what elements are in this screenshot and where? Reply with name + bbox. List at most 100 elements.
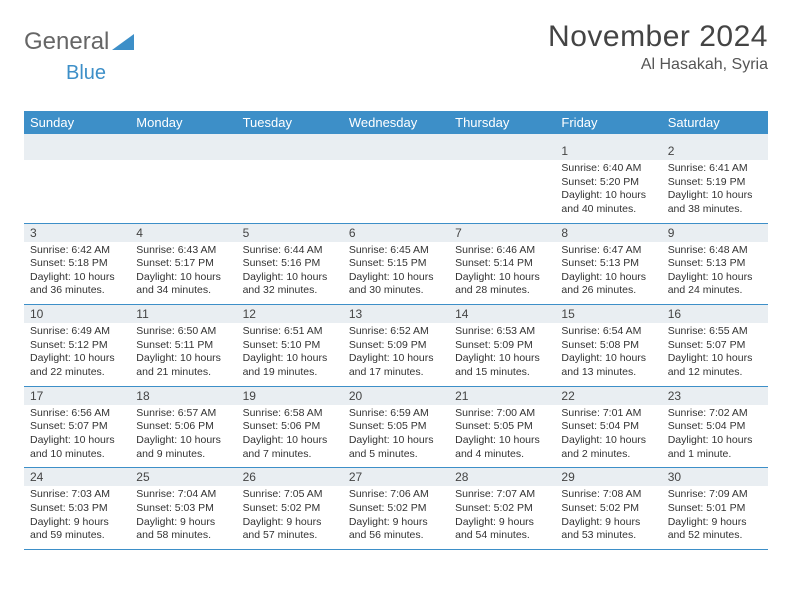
day-info: Sunrise: 6:47 AMSunset: 5:13 PMDaylight:… bbox=[555, 242, 661, 305]
calendar-cell bbox=[343, 142, 449, 223]
sunrise-text: Sunrise: 6:56 AM bbox=[30, 407, 124, 421]
calendar-cell bbox=[24, 142, 130, 223]
day-info: Sunrise: 7:06 AMSunset: 5:02 PMDaylight:… bbox=[343, 486, 449, 549]
sunset-text: Sunset: 5:15 PM bbox=[349, 257, 443, 271]
col-friday: Friday bbox=[555, 111, 661, 134]
day-info: Sunrise: 6:44 AMSunset: 5:16 PMDaylight:… bbox=[237, 242, 343, 305]
col-monday: Monday bbox=[130, 111, 236, 134]
header-spacer bbox=[24, 134, 768, 142]
sunrise-text: Sunrise: 7:05 AM bbox=[243, 488, 337, 502]
sunset-text: Sunset: 5:10 PM bbox=[243, 339, 337, 353]
sunrise-text: Sunrise: 6:49 AM bbox=[30, 325, 124, 339]
day-info: Sunrise: 6:58 AMSunset: 5:06 PMDaylight:… bbox=[237, 405, 343, 468]
sunset-text: Sunset: 5:07 PM bbox=[30, 420, 124, 434]
day-info: Sunrise: 6:54 AMSunset: 5:08 PMDaylight:… bbox=[555, 323, 661, 386]
day-number: 1 bbox=[555, 142, 661, 160]
day-number: 21 bbox=[449, 387, 555, 405]
calendar-cell: 11Sunrise: 6:50 AMSunset: 5:11 PMDayligh… bbox=[130, 305, 236, 387]
daylight-text: Daylight: 10 hours and 2 minutes. bbox=[561, 434, 655, 461]
sunrise-text: Sunrise: 6:44 AM bbox=[243, 244, 337, 258]
day-number: 6 bbox=[343, 224, 449, 242]
calendar-cell: 21Sunrise: 7:00 AMSunset: 5:05 PMDayligh… bbox=[449, 386, 555, 468]
day-number-empty bbox=[449, 142, 555, 160]
calendar-cell: 18Sunrise: 6:57 AMSunset: 5:06 PMDayligh… bbox=[130, 386, 236, 468]
brand-part1: General bbox=[24, 28, 109, 56]
calendar-cell: 3Sunrise: 6:42 AMSunset: 5:18 PMDaylight… bbox=[24, 223, 130, 305]
sunset-text: Sunset: 5:01 PM bbox=[668, 502, 762, 516]
daylight-text: Daylight: 10 hours and 19 minutes. bbox=[243, 352, 337, 379]
sunset-text: Sunset: 5:06 PM bbox=[243, 420, 337, 434]
day-number: 5 bbox=[237, 224, 343, 242]
sunset-text: Sunset: 5:05 PM bbox=[455, 420, 549, 434]
day-info: Sunrise: 7:00 AMSunset: 5:05 PMDaylight:… bbox=[449, 405, 555, 468]
sunrise-text: Sunrise: 6:40 AM bbox=[561, 162, 655, 176]
calendar-cell: 2Sunrise: 6:41 AMSunset: 5:19 PMDaylight… bbox=[662, 142, 768, 223]
calendar-cell: 4Sunrise: 6:43 AMSunset: 5:17 PMDaylight… bbox=[130, 223, 236, 305]
sunrise-text: Sunrise: 7:03 AM bbox=[30, 488, 124, 502]
day-number-empty bbox=[24, 142, 130, 160]
daylight-text: Daylight: 10 hours and 17 minutes. bbox=[349, 352, 443, 379]
day-number: 12 bbox=[237, 305, 343, 323]
brand-logo: General bbox=[24, 28, 134, 56]
col-thursday: Thursday bbox=[449, 111, 555, 134]
col-sunday: Sunday bbox=[24, 111, 130, 134]
sunset-text: Sunset: 5:05 PM bbox=[349, 420, 443, 434]
day-number-empty bbox=[343, 142, 449, 160]
day-number: 14 bbox=[449, 305, 555, 323]
sunrise-text: Sunrise: 7:06 AM bbox=[349, 488, 443, 502]
calendar-cell: 13Sunrise: 6:52 AMSunset: 5:09 PMDayligh… bbox=[343, 305, 449, 387]
day-number: 22 bbox=[555, 387, 661, 405]
calendar-cell bbox=[237, 142, 343, 223]
sunset-text: Sunset: 5:18 PM bbox=[30, 257, 124, 271]
sunset-text: Sunset: 5:02 PM bbox=[243, 502, 337, 516]
daylight-text: Daylight: 10 hours and 5 minutes. bbox=[349, 434, 443, 461]
daylight-text: Daylight: 9 hours and 59 minutes. bbox=[30, 516, 124, 543]
day-number: 24 bbox=[24, 468, 130, 486]
day-info: Sunrise: 6:53 AMSunset: 5:09 PMDaylight:… bbox=[449, 323, 555, 386]
calendar-cell: 19Sunrise: 6:58 AMSunset: 5:06 PMDayligh… bbox=[237, 386, 343, 468]
day-number: 8 bbox=[555, 224, 661, 242]
sunrise-text: Sunrise: 6:45 AM bbox=[349, 244, 443, 258]
col-tuesday: Tuesday bbox=[237, 111, 343, 134]
sunrise-text: Sunrise: 6:54 AM bbox=[561, 325, 655, 339]
daylight-text: Daylight: 9 hours and 54 minutes. bbox=[455, 516, 549, 543]
day-number: 17 bbox=[24, 387, 130, 405]
day-number: 7 bbox=[449, 224, 555, 242]
sunrise-text: Sunrise: 6:52 AM bbox=[349, 325, 443, 339]
sunrise-text: Sunrise: 6:48 AM bbox=[668, 244, 762, 258]
sunrise-text: Sunrise: 7:04 AM bbox=[136, 488, 230, 502]
sunset-text: Sunset: 5:13 PM bbox=[561, 257, 655, 271]
calendar-cell: 30Sunrise: 7:09 AMSunset: 5:01 PMDayligh… bbox=[662, 468, 768, 550]
calendar-week-row: 24Sunrise: 7:03 AMSunset: 5:03 PMDayligh… bbox=[24, 468, 768, 550]
sunset-text: Sunset: 5:12 PM bbox=[30, 339, 124, 353]
day-info: Sunrise: 7:02 AMSunset: 5:04 PMDaylight:… bbox=[662, 405, 768, 468]
day-number: 30 bbox=[662, 468, 768, 486]
daylight-text: Daylight: 10 hours and 34 minutes. bbox=[136, 271, 230, 298]
day-number: 28 bbox=[449, 468, 555, 486]
calendar-cell: 24Sunrise: 7:03 AMSunset: 5:03 PMDayligh… bbox=[24, 468, 130, 550]
brand-part2: Blue bbox=[66, 62, 106, 84]
day-number: 15 bbox=[555, 305, 661, 323]
calendar-week-row: 1Sunrise: 6:40 AMSunset: 5:20 PMDaylight… bbox=[24, 142, 768, 223]
day-info: Sunrise: 6:55 AMSunset: 5:07 PMDaylight:… bbox=[662, 323, 768, 386]
day-number: 4 bbox=[130, 224, 236, 242]
day-info: Sunrise: 7:03 AMSunset: 5:03 PMDaylight:… bbox=[24, 486, 130, 549]
day-info-empty bbox=[24, 160, 130, 212]
calendar-cell: 8Sunrise: 6:47 AMSunset: 5:13 PMDaylight… bbox=[555, 223, 661, 305]
calendar-cell: 20Sunrise: 6:59 AMSunset: 5:05 PMDayligh… bbox=[343, 386, 449, 468]
sunrise-text: Sunrise: 6:43 AM bbox=[136, 244, 230, 258]
day-info: Sunrise: 6:43 AMSunset: 5:17 PMDaylight:… bbox=[130, 242, 236, 305]
col-wednesday: Wednesday bbox=[343, 111, 449, 134]
day-info: Sunrise: 6:52 AMSunset: 5:09 PMDaylight:… bbox=[343, 323, 449, 386]
day-info: Sunrise: 6:49 AMSunset: 5:12 PMDaylight:… bbox=[24, 323, 130, 386]
sunrise-text: Sunrise: 7:01 AM bbox=[561, 407, 655, 421]
col-saturday: Saturday bbox=[662, 111, 768, 134]
sunset-text: Sunset: 5:09 PM bbox=[349, 339, 443, 353]
day-info-empty bbox=[237, 160, 343, 212]
weekday-header-row: Sunday Monday Tuesday Wednesday Thursday… bbox=[24, 111, 768, 134]
day-number: 29 bbox=[555, 468, 661, 486]
day-number: 23 bbox=[662, 387, 768, 405]
day-info: Sunrise: 6:56 AMSunset: 5:07 PMDaylight:… bbox=[24, 405, 130, 468]
sunset-text: Sunset: 5:19 PM bbox=[668, 176, 762, 190]
daylight-text: Daylight: 10 hours and 21 minutes. bbox=[136, 352, 230, 379]
